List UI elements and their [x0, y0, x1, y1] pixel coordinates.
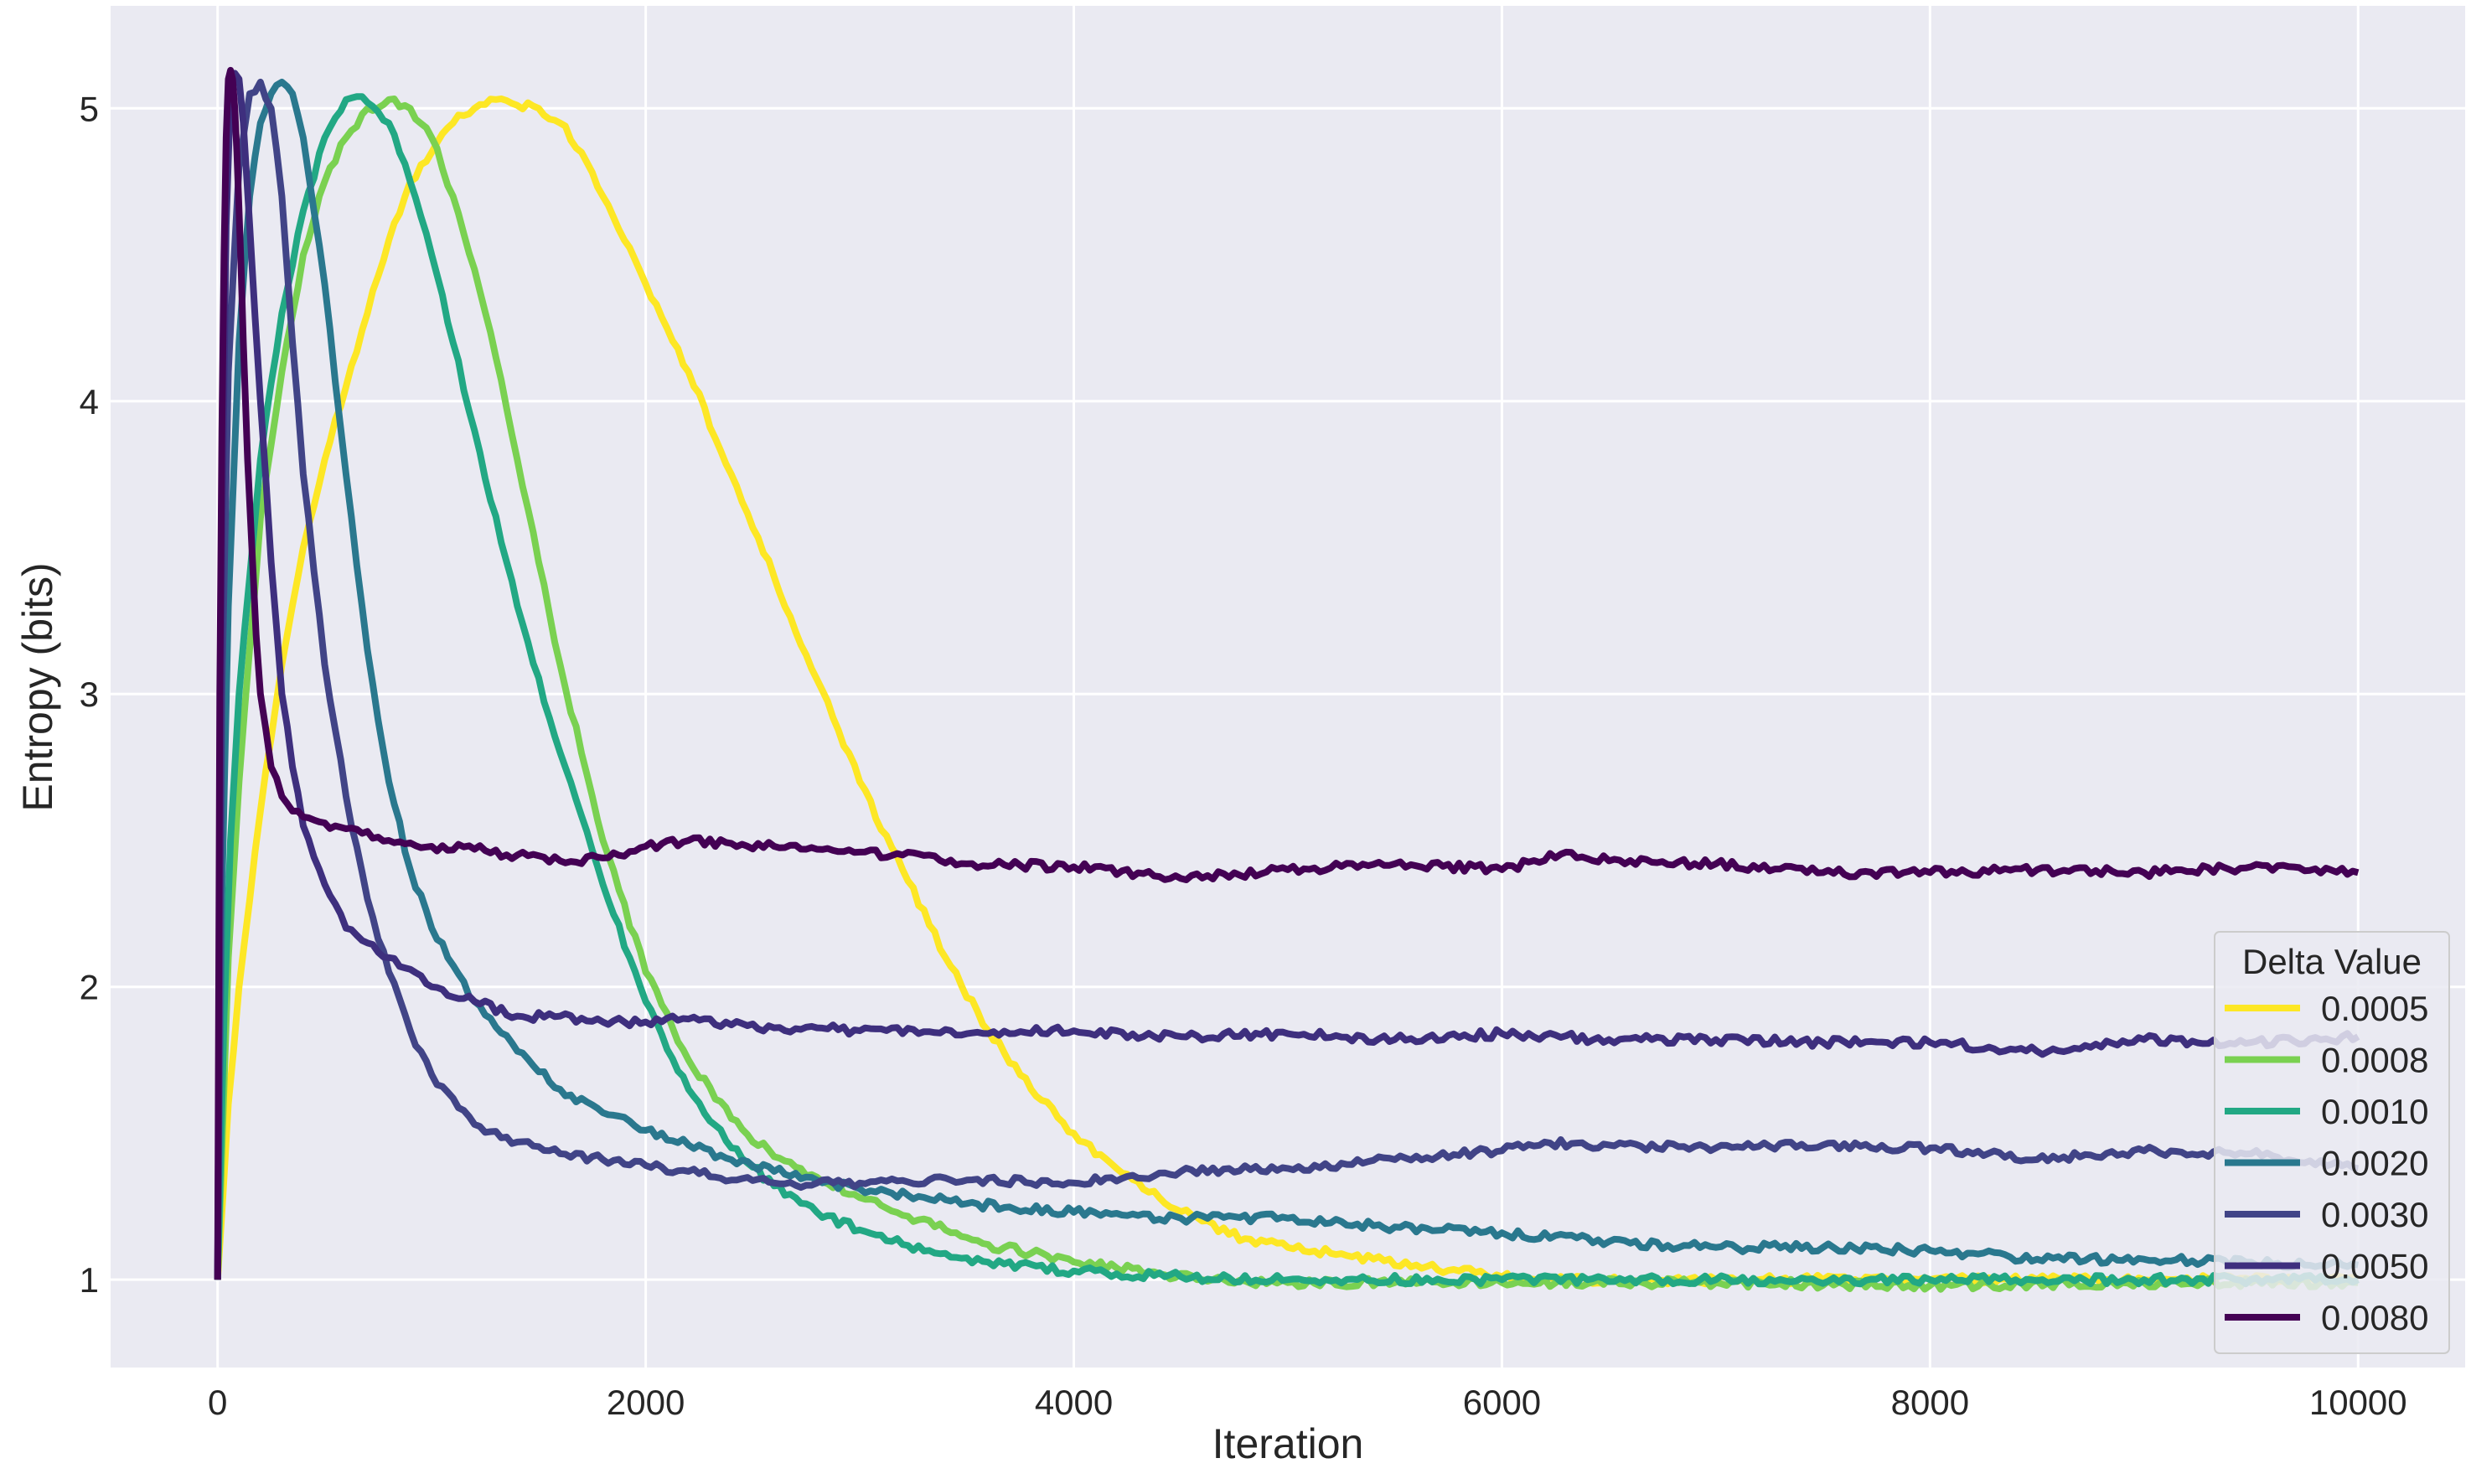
x-tick-label: 8000	[1891, 1383, 1969, 1422]
y-tick-label: 1	[80, 1260, 99, 1300]
legend-label: 0.0030	[2321, 1195, 2428, 1234]
legend-title: Delta Value	[2242, 942, 2422, 981]
grid-lines	[111, 6, 2465, 1368]
legend-items: 0.0005 0.0008 0.0010 0.0020 0.0030 0.0050 0.00…	[2225, 989, 2428, 1337]
series-line-0-0080	[214, 66, 2360, 1280]
legend-label: 0.0020	[2321, 1144, 2428, 1183]
y-tick-label: 5	[80, 89, 99, 128]
y-tick-label: 3	[80, 675, 99, 714]
legend: Delta Value 0.00050.00080.00100.00200.00…	[2214, 931, 2450, 1354]
y-tick-label: 2	[80, 968, 99, 1007]
x-tick-label: 6000	[1463, 1383, 1541, 1422]
series-lines	[214, 66, 2360, 1293]
legend-label: 0.0080	[2321, 1298, 2428, 1337]
legend-label: 0.0008	[2321, 1041, 2428, 1080]
legend-label: 0.0050	[2321, 1247, 2428, 1286]
x-axis-label: Iteration	[1212, 1420, 1364, 1467]
series-line-0-0020	[214, 78, 2360, 1280]
series-line-0-0050	[214, 70, 2360, 1280]
x-tick-label: 10000	[2309, 1383, 2407, 1422]
y-tick-label: 4	[80, 382, 99, 421]
series-line-0-0010	[214, 93, 2360, 1288]
legend-box	[2214, 931, 2450, 1354]
legend-label: 0.0005	[2321, 989, 2428, 1028]
x-tick-label: 4000	[1035, 1383, 1113, 1422]
y-axis-ticks: 1 2 3 4 5	[80, 89, 99, 1300]
x-axis-ticks: 0 2000 4000 6000 8000 10000	[208, 1383, 2407, 1422]
series-line-0-0030	[214, 78, 2359, 1280]
y-axis-label: Entropy (bits)	[14, 562, 61, 811]
x-tick-label: 0	[208, 1383, 227, 1422]
legend-label: 0.0010	[2321, 1092, 2428, 1131]
plot-area	[111, 6, 2465, 1368]
x-tick-label: 2000	[607, 1383, 685, 1422]
